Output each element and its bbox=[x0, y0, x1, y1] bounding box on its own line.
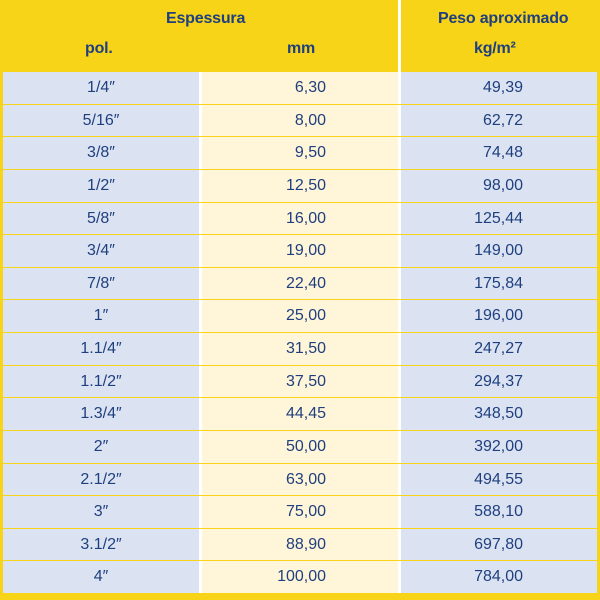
cell-pol: 5/16″ bbox=[82, 111, 120, 129]
table-row: 1/4″ 6,30 49,39 bbox=[3, 72, 597, 105]
cell-mm: 63,00 bbox=[285, 470, 326, 488]
cell-mm: 44,45 bbox=[285, 405, 326, 423]
cell-peso: 62,72 bbox=[482, 111, 523, 129]
cell-mm: 31,50 bbox=[285, 340, 326, 357]
table-row: 1″ 25,00 196,00 bbox=[3, 300, 597, 333]
cell-peso: 784,00 bbox=[474, 568, 523, 586]
cell-mm: 16,00 bbox=[285, 209, 326, 227]
table-row: 1.3/4″ 44,45 348,50 bbox=[3, 398, 597, 431]
cell-mm: 12,50 bbox=[285, 176, 326, 194]
column-pol-bg bbox=[3, 72, 199, 594]
table-row: 3/4″ 19,00 149,00 bbox=[3, 235, 597, 268]
header-espessura: Espessura bbox=[166, 10, 246, 27]
column-separator bbox=[199, 72, 202, 594]
cell-peso: 74,48 bbox=[482, 144, 523, 162]
cell-mm: 75,00 bbox=[285, 503, 326, 521]
cell-mm: 22,40 bbox=[285, 274, 326, 292]
table-row: 2.1/2″ 63,00 494,55 bbox=[3, 464, 597, 497]
cell-pol: 2″ bbox=[93, 437, 109, 455]
cell-mm: 9,50 bbox=[294, 144, 326, 162]
cell-pol: 1.1/2″ bbox=[80, 372, 122, 390]
column-separator bbox=[398, 72, 401, 594]
table-row: 5/8″ 16,00 125,44 bbox=[3, 203, 597, 236]
table-row: 2″ 50,00 392,00 bbox=[3, 431, 597, 464]
cell-peso: 175,84 bbox=[474, 274, 523, 292]
cell-pol: 3″ bbox=[93, 503, 109, 521]
table-row: 5/16″ 8,00 62,72 bbox=[3, 105, 597, 138]
table-body: 1/4″ 6,30 49,39 5/16″ 8,00 62,72 3/8″ 9,50 74,48… bbox=[3, 72, 597, 594]
table-header: Espessura pol. mm Peso aproximado kg/m² bbox=[0, 0, 600, 72]
cell-pol: 1.1/4″ bbox=[80, 340, 122, 357]
cell-pol: 5/8″ bbox=[87, 209, 115, 227]
header-pol: pol. bbox=[85, 40, 113, 57]
table-row: 3/8″ 9,50 74,48 bbox=[3, 137, 597, 170]
cell-pol: 4″ bbox=[93, 568, 109, 586]
cell-mm: 25,00 bbox=[285, 307, 326, 325]
table-row: 7/8″ 22,40 175,84 bbox=[3, 268, 597, 301]
cell-mm: 8,00 bbox=[294, 111, 326, 129]
cell-mm: 50,00 bbox=[285, 437, 326, 455]
cell-mm: 6,30 bbox=[294, 79, 326, 96]
cell-mm: 37,50 bbox=[285, 372, 326, 390]
cell-peso: 294,37 bbox=[474, 372, 523, 390]
cell-peso: 125,44 bbox=[474, 209, 523, 227]
header-peso-title: Peso aproximado bbox=[438, 10, 569, 27]
cell-peso: 697,80 bbox=[474, 535, 523, 553]
header-peso-unit: kg/m² bbox=[474, 40, 516, 57]
table-row: 1/2″ 12,50 98,00 bbox=[3, 170, 597, 203]
column-peso-bg bbox=[401, 72, 597, 594]
table-row: 1.1/2″ 37,50 294,37 bbox=[3, 366, 597, 399]
cell-peso: 149,00 bbox=[474, 242, 523, 260]
cell-pol: 1/2″ bbox=[87, 176, 115, 194]
cell-peso: 588,10 bbox=[474, 503, 523, 521]
table-row: 3″ 75,00 588,10 bbox=[3, 496, 597, 529]
cell-mm: 100,00 bbox=[277, 568, 326, 586]
cell-pol: 3/8″ bbox=[87, 144, 115, 162]
cell-pol: 7/8″ bbox=[87, 274, 115, 292]
cell-peso: 49,39 bbox=[482, 79, 523, 96]
cell-peso: 348,50 bbox=[474, 405, 523, 423]
table-row: 3.1/2″ 88,90 697,80 bbox=[3, 529, 597, 562]
cell-peso: 392,00 bbox=[474, 437, 523, 455]
header-mm: mm bbox=[287, 40, 316, 57]
table-row: 1.1/4″ 31,50 247,27 bbox=[3, 333, 597, 366]
cell-peso: 98,00 bbox=[482, 176, 523, 194]
cell-peso: 247,27 bbox=[474, 340, 523, 357]
cell-peso: 494,55 bbox=[474, 470, 523, 488]
cell-mm: 19,00 bbox=[285, 242, 326, 260]
table-row: 4″ 100,00 784,00 bbox=[3, 561, 597, 594]
cell-mm: 88,90 bbox=[285, 535, 326, 553]
header-divider bbox=[398, 0, 401, 72]
cell-pol: 1.3/4″ bbox=[80, 405, 122, 423]
cell-pol: 1/4″ bbox=[87, 79, 115, 96]
column-mm-bg bbox=[202, 72, 398, 594]
cell-pol: 2.1/2″ bbox=[80, 470, 122, 488]
cell-pol: 1″ bbox=[93, 307, 109, 325]
cell-peso: 196,00 bbox=[474, 307, 523, 325]
cell-pol: 3.1/2″ bbox=[80, 535, 122, 553]
cell-pol: 3/4″ bbox=[87, 242, 115, 260]
